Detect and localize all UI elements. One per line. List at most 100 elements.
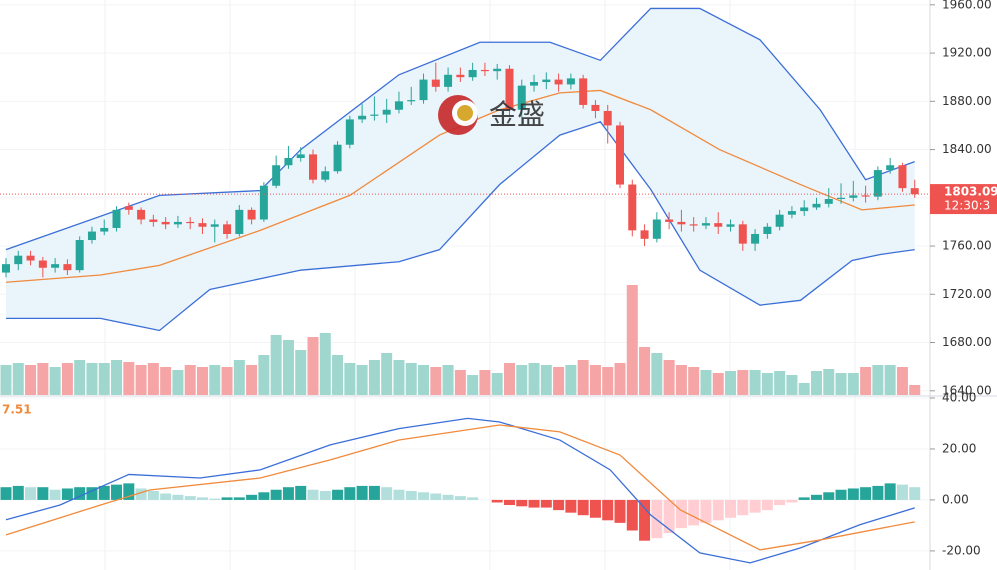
y-tick-label: 1880.00: [942, 94, 992, 108]
candle-body: [677, 221, 686, 225]
macd-bar: [540, 499, 552, 508]
volume-bar: [160, 367, 172, 395]
candle-body: [530, 82, 539, 86]
candle-body: [701, 223, 710, 226]
volume-bar: [577, 360, 589, 395]
macd-bar: [356, 485, 368, 500]
macd-bar: [98, 485, 110, 500]
volume-bar: [172, 370, 184, 395]
candle-body: [431, 79, 440, 87]
volume-bar: [503, 363, 515, 395]
timer-label: 12:30:3: [944, 199, 990, 213]
volume-bar: [688, 367, 700, 395]
volume-bar: [847, 373, 859, 395]
candle-body: [333, 144, 342, 172]
macd-bar: [172, 494, 184, 500]
line: [5, 417, 915, 564]
volume-bar: [810, 371, 822, 395]
volume-bar: [823, 369, 835, 395]
macd-bar: [307, 489, 319, 500]
volume-bar: [454, 370, 466, 395]
line: [6, 121, 915, 332]
volume-bar: [884, 365, 896, 395]
macd-bar: [49, 489, 61, 500]
candle-body: [14, 255, 23, 265]
macd-bar: [442, 494, 454, 500]
volume-bar: [700, 370, 712, 395]
macd-bar: [553, 499, 565, 511]
volume-bar: [246, 365, 258, 395]
candle-body: [542, 79, 551, 83]
volume-bar: [98, 363, 110, 395]
macd-bar: [639, 499, 651, 541]
candle-body: [444, 74, 453, 87]
candle-body: [763, 226, 772, 234]
macd-bar: [147, 491, 159, 500]
macd-bar: [282, 487, 294, 500]
volume-bar: [405, 363, 417, 395]
volume-bar: [221, 367, 233, 395]
candle-body: [751, 233, 760, 244]
volume-bar: [798, 383, 810, 395]
candle-body: [812, 203, 821, 208]
candle-body: [640, 230, 649, 239]
logo-core: [457, 105, 473, 121]
y-tick-label: 1720.00: [942, 287, 992, 301]
volume-bar: [540, 365, 552, 395]
volume-bar: [565, 365, 577, 395]
candle-body: [566, 78, 575, 85]
volume-bar: [393, 360, 405, 395]
candle-body: [321, 171, 330, 180]
macd-bar: [332, 489, 344, 500]
volume-bar: [737, 370, 749, 395]
macd-bar: [344, 487, 356, 500]
volume-bar: [651, 353, 663, 395]
candle-body: [873, 170, 882, 197]
volume-bar: [86, 363, 98, 395]
candle-body: [51, 264, 60, 268]
volume-bar: [12, 363, 24, 395]
candle-body: [861, 195, 870, 197]
candle-body: [63, 264, 72, 271]
macd-bar: [233, 497, 245, 500]
volume-bar: [258, 355, 270, 395]
y-tick-label: 1760.00: [942, 239, 992, 253]
macd-bar: [37, 487, 49, 500]
candle-body: [554, 79, 563, 85]
volume-bar: [860, 367, 872, 395]
macd-bar: [737, 499, 749, 516]
macd-bar: [393, 489, 405, 500]
candle-body: [38, 260, 47, 268]
volume-bar: [344, 363, 356, 395]
candle-body: [137, 209, 146, 220]
candle-body: [738, 224, 747, 244]
macd-bar: [700, 499, 712, 523]
macd-bar: [184, 496, 196, 500]
candle-body: [100, 227, 109, 232]
volume-bar: [270, 335, 282, 395]
volume-bar: [25, 365, 37, 395]
macd-bar: [123, 483, 135, 500]
candle-body: [161, 221, 170, 225]
macd-bar: [860, 487, 872, 500]
volume-bar: [307, 337, 319, 395]
macd-bar: [663, 499, 675, 534]
candle-body: [480, 69, 489, 72]
macd-bar: [209, 498, 221, 500]
volume-bar: [184, 365, 196, 395]
candle-body: [284, 158, 293, 166]
candle-body: [787, 211, 796, 215]
line: [5, 7, 915, 251]
candle-body: [456, 74, 465, 78]
volume-bar: [712, 373, 724, 395]
macd-bar: [675, 499, 687, 528]
y-tick-label: 1960.00: [942, 0, 992, 11]
candle-body: [493, 68, 502, 72]
volume-bar: [614, 363, 626, 395]
volume-bar: [233, 360, 245, 395]
candle-body: [616, 125, 624, 185]
macd-bar: [246, 494, 258, 500]
candle-body: [345, 119, 354, 145]
volume-bar: [37, 363, 49, 395]
